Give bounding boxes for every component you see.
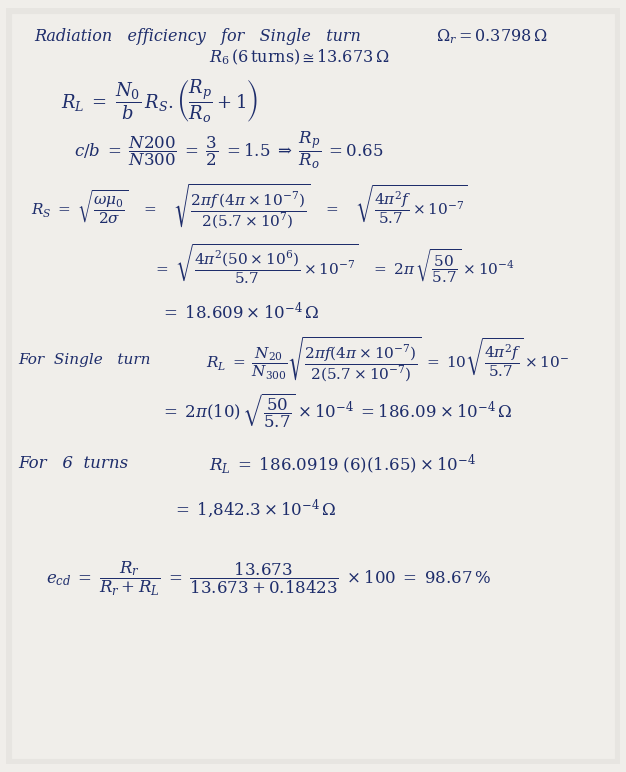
Text: $\mathit{R}_L\;=\;\dfrac{N_{20}}{N_{300}}\sqrt{\dfrac{2\pi f(4\pi\times10^{-7})}: $\mathit{R}_L\;=\;\dfrac{N_{20}}{N_{300}…: [205, 335, 568, 384]
Text: $=\;2\pi(10)\,\sqrt{\dfrac{50}{5.7}}\times10^{-4}\;=186.09\times10^{-4}\,\Omega$: $=\;2\pi(10)\,\sqrt{\dfrac{50}{5.7}}\tim…: [160, 391, 512, 430]
Text: $R_6\,(6\,\mathrm{turns}) \cong 13.673\,\Omega$: $R_6\,(6\,\mathrm{turns}) \cong 13.673\,…: [208, 48, 389, 67]
Text: Radiation   efficiency   for   Single   turn: Radiation efficiency for Single turn: [34, 28, 361, 45]
Text: $=\;\sqrt{\dfrac{4\pi^2(50\times10^6)}{5.7}\times10^{-7}}\quad=\;2\pi\,\sqrt{\df: $=\;\sqrt{\dfrac{4\pi^2(50\times10^6)}{5…: [153, 242, 515, 286]
Text: For   6  turns: For 6 turns: [19, 455, 129, 472]
Text: For  Single   turn: For Single turn: [19, 353, 151, 367]
Text: $=\;1{,}842.3\times10^{-4}\,\Omega$: $=\;1{,}842.3\times10^{-4}\,\Omega$: [172, 497, 337, 520]
Text: $\mathit{R}_L\;=\;\dfrac{N_0}{b}\,R_S.\left(\dfrac{R_p}{R_o}+1\right)$: $\mathit{R}_L\;=\;\dfrac{N_0}{b}\,R_S.\l…: [61, 76, 259, 124]
Text: $=\;18.609\times10^{-4}\,\Omega$: $=\;18.609\times10^{-4}\,\Omega$: [160, 302, 319, 323]
Text: $c/b\;=\;\dfrac{N200}{N300}\;=\;\dfrac{3}{2}\;=1.5\;\Rightarrow\;\dfrac{R_p}{R_o: $c/b\;=\;\dfrac{N200}{N300}\;=\;\dfrac{3…: [74, 129, 383, 171]
Text: $R_L\;=\;186.0919\;(6)(1.65)\times10^{-4}$: $R_L\;=\;186.0919\;(6)(1.65)\times10^{-4…: [208, 452, 476, 476]
Text: $e_{cd}\;=\;\dfrac{R_r}{R_r+R_L}\;=\;\dfrac{13.673}{13.673+0.18423}\;\times 100\: $e_{cd}\;=\;\dfrac{R_r}{R_r+R_L}\;=\;\df…: [46, 560, 491, 598]
Text: $R_S\;=\;\sqrt{\dfrac{\omega\mu_0}{2\sigma}}\quad=\quad\sqrt{\dfrac{2\pi f\,(4\p: $R_S\;=\;\sqrt{\dfrac{\omega\mu_0}{2\sig…: [31, 182, 467, 231]
Text: $\mathit{\Omega}_r = 0.3798\,\Omega$: $\mathit{\Omega}_r = 0.3798\,\Omega$: [436, 27, 547, 46]
